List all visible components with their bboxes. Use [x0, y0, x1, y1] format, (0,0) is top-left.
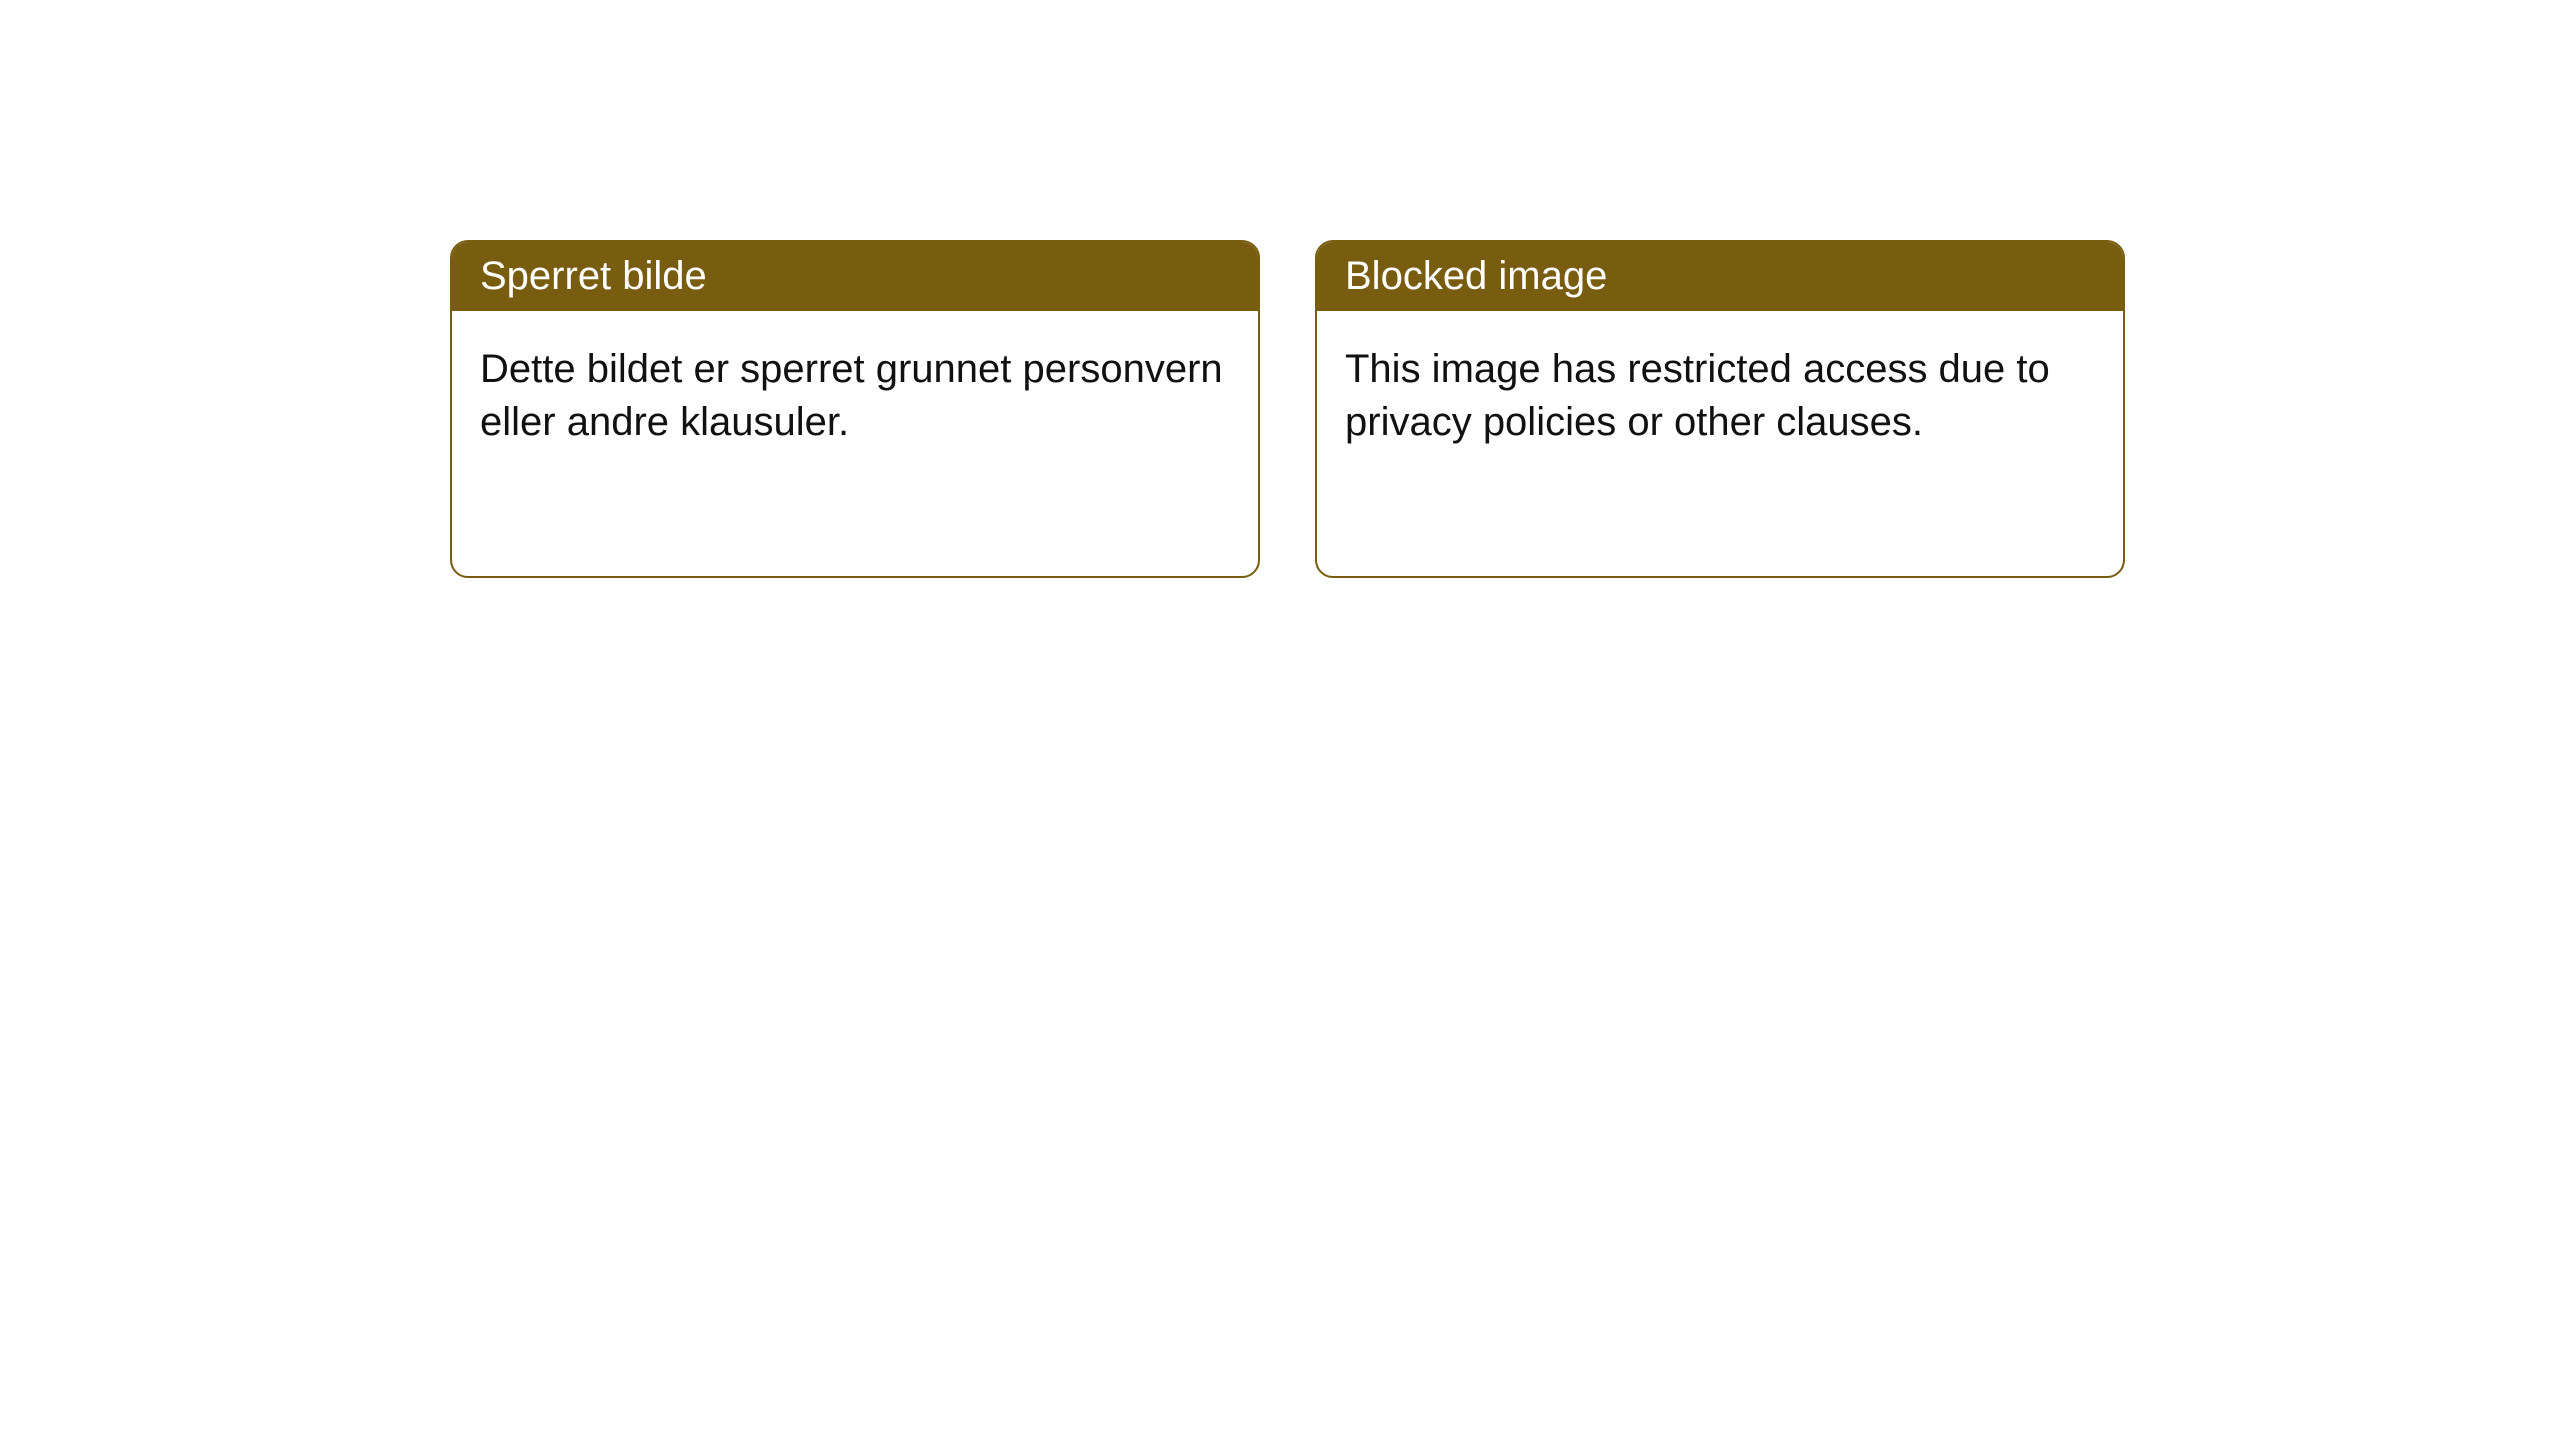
- notice-card-norwegian: Sperret bilde Dette bildet er sperret gr…: [450, 240, 1260, 578]
- notice-body-norwegian: Dette bildet er sperret grunnet personve…: [452, 311, 1258, 481]
- notice-title-english: Blocked image: [1317, 242, 2123, 311]
- notice-title-norwegian: Sperret bilde: [452, 242, 1258, 311]
- notice-container: Sperret bilde Dette bildet er sperret gr…: [0, 0, 2560, 578]
- notice-body-english: This image has restricted access due to …: [1317, 311, 2123, 481]
- notice-card-english: Blocked image This image has restricted …: [1315, 240, 2125, 578]
